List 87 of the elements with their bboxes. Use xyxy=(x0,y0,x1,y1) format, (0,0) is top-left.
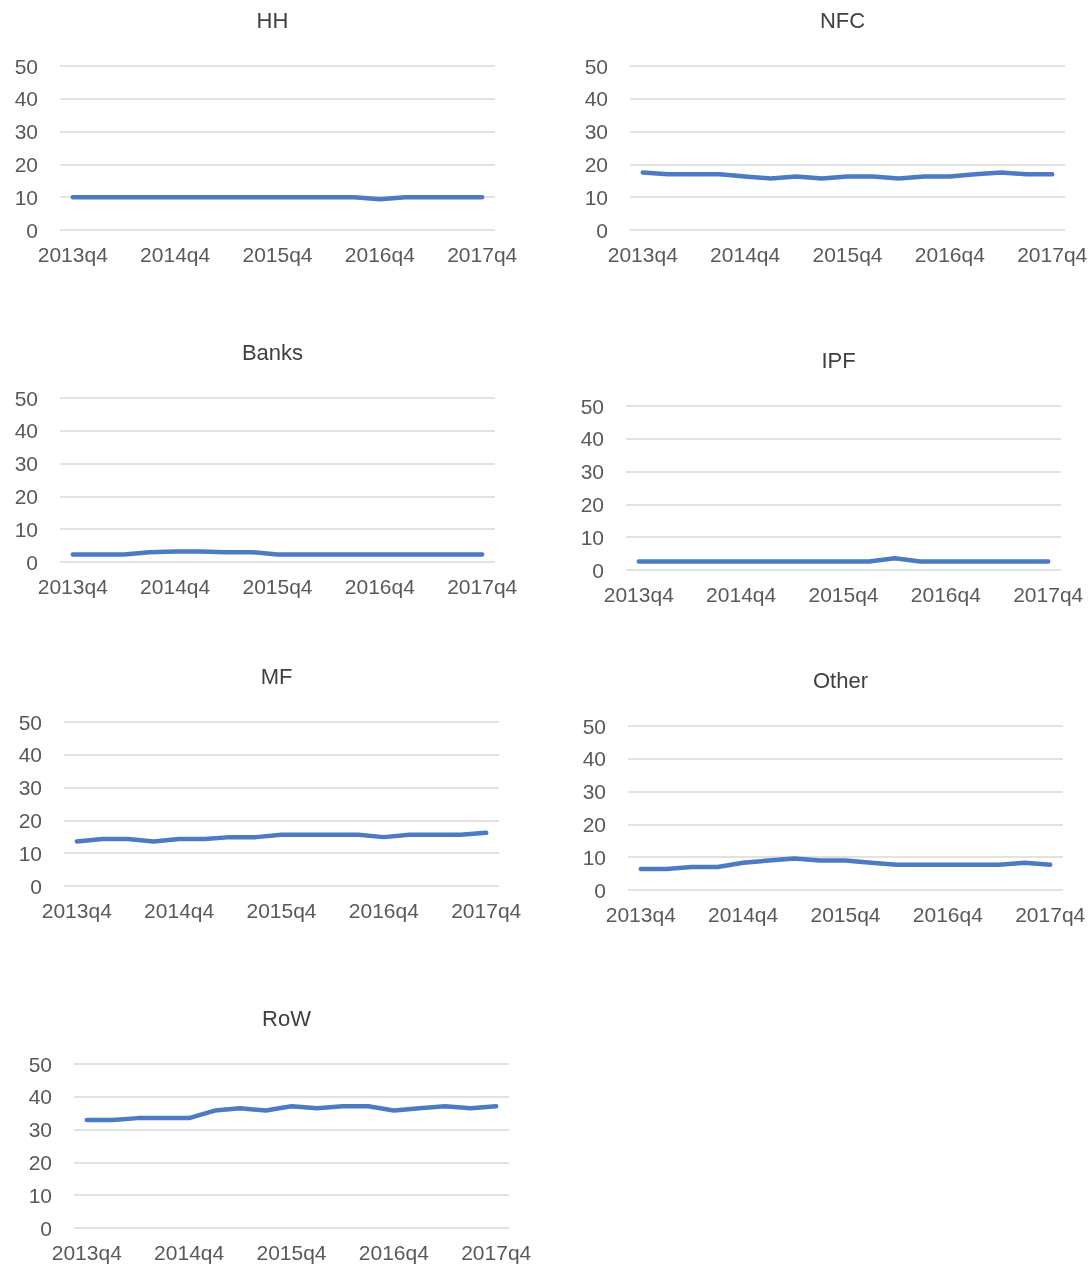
y-tick-label: 10 xyxy=(14,185,38,209)
y-tick-label: 50 xyxy=(14,54,38,78)
y-tick-label: 0 xyxy=(26,218,38,242)
y-tick-label: 10 xyxy=(580,525,604,549)
y-tick-label: 30 xyxy=(14,452,38,476)
y-tick-label: 40 xyxy=(14,87,38,111)
y-tick-label: 50 xyxy=(28,1052,52,1076)
chart-title: Banks xyxy=(241,339,304,365)
y-tick-label: 30 xyxy=(18,776,42,800)
y-tick-label: 20 xyxy=(580,492,604,516)
y-tick-label: 20 xyxy=(14,484,38,508)
y-tick-label: 30 xyxy=(584,120,608,144)
x-tick-label: 2016q4 xyxy=(348,899,420,922)
x-tick-label: 2014q4 xyxy=(708,903,779,926)
y-tick-label: 0 xyxy=(26,550,38,574)
x-tick-label: 2016q4 xyxy=(358,1241,430,1264)
x-tick-label: 2013q4 xyxy=(607,243,679,266)
y-tick-label: 10 xyxy=(28,1183,52,1207)
y-tick-label: 20 xyxy=(14,152,38,176)
x-tick-label: 2015q4 xyxy=(256,1241,327,1264)
y-tick-label: 30 xyxy=(28,1118,52,1142)
y-tick-label: 30 xyxy=(580,460,604,484)
x-tick-label: 2013q4 xyxy=(37,575,109,598)
y-tick-label: 20 xyxy=(584,152,608,176)
chart-title: Other xyxy=(812,667,869,693)
x-tick-label: 2017q4 xyxy=(447,243,518,266)
y-tick-label: 20 xyxy=(582,812,606,836)
x-tick-label: 2014q4 xyxy=(144,899,215,922)
y-tick-label: 0 xyxy=(40,1216,52,1240)
x-tick-label: 2017q4 xyxy=(451,899,522,922)
x-tick-label: 2016q4 xyxy=(344,243,416,266)
x-tick-label: 2013q4 xyxy=(51,1241,123,1264)
y-tick-label: 0 xyxy=(596,218,608,242)
x-tick-label: 2013q4 xyxy=(41,899,113,922)
y-tick-label: 10 xyxy=(584,185,608,209)
chart-title: MF xyxy=(260,663,293,689)
x-tick-label: 2015q4 xyxy=(810,903,881,926)
x-tick-label: 2013q4 xyxy=(37,243,109,266)
y-tick-label: 50 xyxy=(580,394,604,418)
x-tick-label: 2017q4 xyxy=(1013,583,1084,606)
y-tick-label: 40 xyxy=(580,427,604,451)
x-tick-label: 2014q4 xyxy=(140,575,211,598)
y-tick-label: 50 xyxy=(14,386,38,410)
x-tick-label: 2014q4 xyxy=(140,243,211,266)
y-tick-label: 40 xyxy=(582,747,606,771)
x-tick-label: 2016q4 xyxy=(910,583,982,606)
x-tick-label: 2015q4 xyxy=(246,899,317,922)
y-tick-label: 0 xyxy=(594,878,606,902)
chart-title: NFC xyxy=(819,7,866,33)
chart-title: RoW xyxy=(262,1005,312,1031)
y-tick-label: 40 xyxy=(18,743,42,767)
x-tick-label: 2016q4 xyxy=(912,903,984,926)
x-tick-label: 2016q4 xyxy=(344,575,416,598)
x-tick-label: 2015q4 xyxy=(242,575,313,598)
x-tick-label: 2017q4 xyxy=(447,575,518,598)
y-tick-label: 20 xyxy=(28,1150,52,1174)
x-tick-label: 2014q4 xyxy=(710,243,781,266)
line-series xyxy=(84,1104,499,1123)
y-tick-label: 10 xyxy=(14,517,38,541)
y-tick-label: 30 xyxy=(582,780,606,804)
y-tick-label: 40 xyxy=(28,1085,52,1109)
x-tick-label: 2017q4 xyxy=(1017,243,1088,266)
x-tick-label: 2013q4 xyxy=(605,903,677,926)
line-series xyxy=(638,856,1053,872)
y-tick-label: 20 xyxy=(18,808,42,832)
y-tick-label: 50 xyxy=(582,714,606,738)
x-tick-label: 2015q4 xyxy=(242,243,313,266)
y-tick-label: 10 xyxy=(18,841,42,865)
x-tick-label: 2016q4 xyxy=(914,243,986,266)
y-tick-label: 10 xyxy=(582,845,606,869)
chart-title: IPF xyxy=(821,347,856,373)
x-tick-label: 2014q4 xyxy=(706,583,777,606)
x-tick-label: 2017q4 xyxy=(461,1241,532,1264)
x-tick-label: 2015q4 xyxy=(812,243,883,266)
x-tick-label: 2017q4 xyxy=(1015,903,1086,926)
x-tick-label: 2013q4 xyxy=(603,583,675,606)
y-tick-label: 0 xyxy=(30,874,42,898)
y-tick-label: 0 xyxy=(592,558,604,582)
y-tick-label: 40 xyxy=(14,419,38,443)
x-tick-label: 2015q4 xyxy=(808,583,879,606)
line-series xyxy=(74,830,489,844)
chart-title: HH xyxy=(256,7,289,33)
y-tick-label: 50 xyxy=(584,54,608,78)
y-tick-label: 50 xyxy=(18,710,42,734)
x-tick-label: 2014q4 xyxy=(154,1241,225,1264)
y-tick-label: 40 xyxy=(584,87,608,111)
y-tick-label: 30 xyxy=(14,120,38,144)
